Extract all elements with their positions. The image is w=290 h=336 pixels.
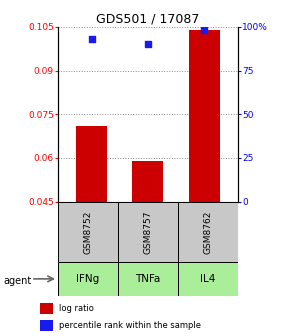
Bar: [76, 126, 107, 202]
Bar: [58, 262, 118, 296]
Text: GSM8757: GSM8757: [143, 210, 153, 254]
Bar: [118, 202, 178, 262]
Text: log ratio: log ratio: [59, 304, 94, 313]
Text: percentile rank within the sample: percentile rank within the sample: [59, 321, 202, 330]
Text: TNFa: TNFa: [135, 274, 161, 284]
Bar: [178, 262, 238, 296]
Text: IL4: IL4: [200, 274, 215, 284]
Bar: [188, 30, 220, 202]
Bar: [133, 161, 163, 202]
Text: IFNg: IFNg: [76, 274, 99, 284]
Bar: [40, 320, 53, 331]
Point: [89, 36, 94, 42]
Bar: [40, 303, 53, 314]
Point: [202, 28, 206, 33]
Text: GSM8752: GSM8752: [84, 210, 93, 254]
Bar: [118, 262, 178, 296]
Point: [146, 42, 150, 47]
Text: agent: agent: [3, 276, 31, 286]
Bar: [58, 202, 118, 262]
Text: GSM8762: GSM8762: [203, 210, 212, 254]
Title: GDS501 / 17087: GDS501 / 17087: [96, 13, 200, 26]
Bar: [178, 202, 238, 262]
